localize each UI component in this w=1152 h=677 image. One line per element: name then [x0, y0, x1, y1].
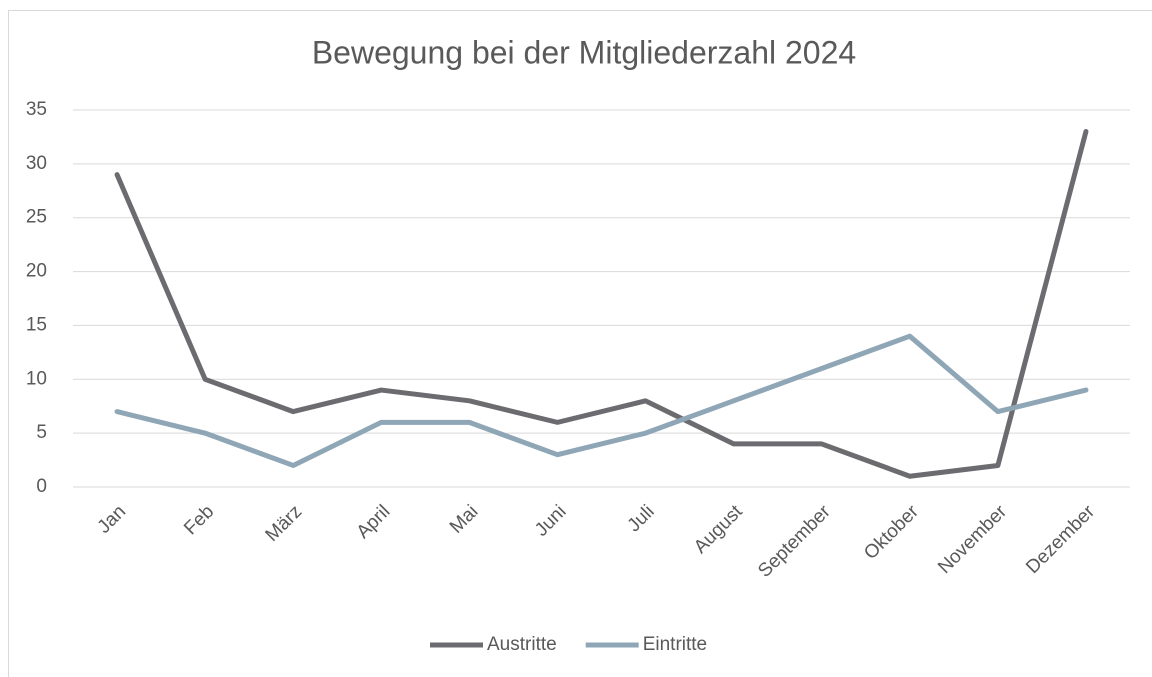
series-line — [114, 129, 1089, 479]
legend-label: Eintritte — [643, 634, 707, 655]
y-tick-label: 25 — [26, 207, 47, 228]
y-tick-label: 5 — [36, 422, 47, 443]
y-tick-label: 15 — [26, 314, 47, 335]
legend-label: Austritte — [487, 634, 557, 655]
chart-border — [8, 10, 1152, 677]
y-tick-label: 30 — [26, 153, 47, 174]
y-tick-label: 35 — [26, 99, 47, 120]
y-tick-label: 20 — [26, 261, 47, 282]
y-tick-label: 10 — [26, 368, 47, 389]
chart-title: Bewegung bei der Mitgliederzahl 2024 — [312, 34, 856, 70]
series-line — [114, 333, 1089, 468]
y-tick-label: 0 — [36, 476, 47, 497]
